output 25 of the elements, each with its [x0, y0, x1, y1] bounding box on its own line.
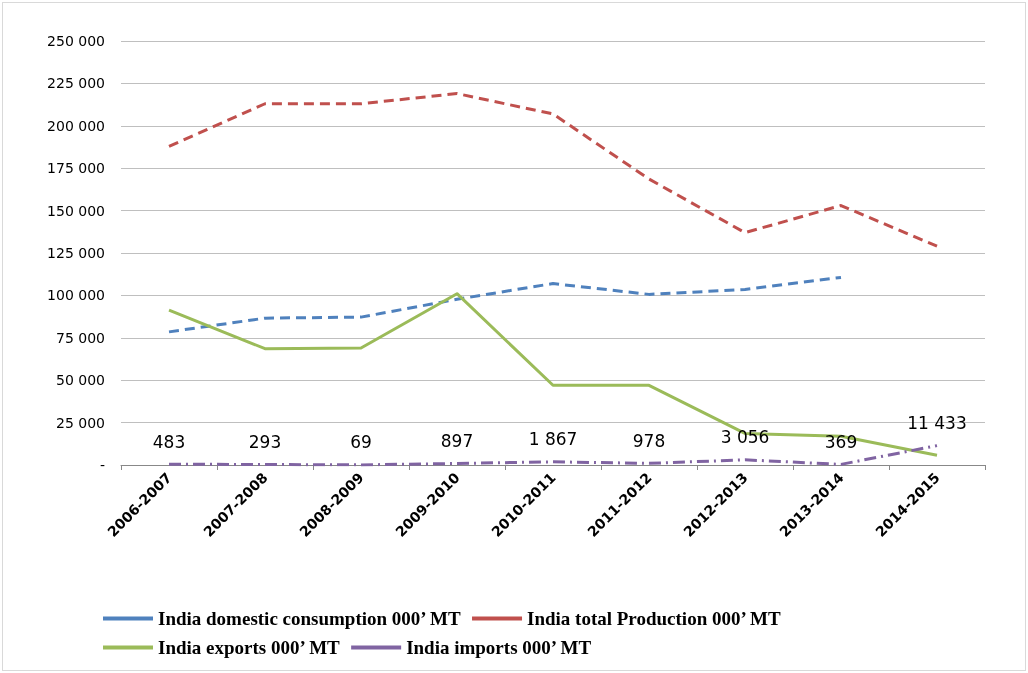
- data-label: 897: [440, 430, 474, 451]
- legend-label: India total Production 000’ MT: [527, 608, 782, 629]
- y-tick-label: 50 000: [56, 372, 105, 389]
- data-label: 1 867: [528, 429, 578, 450]
- y-tick-label: 150 000: [47, 202, 105, 219]
- y-tick-label: 125 000: [47, 245, 105, 261]
- y-tick-label: 225 000: [47, 75, 105, 92]
- data-label: 483: [152, 431, 186, 452]
- data-label: 11 433: [907, 413, 967, 434]
- y-tick-label: 250 000: [47, 33, 105, 49]
- data-label: 69: [350, 432, 372, 453]
- y-tick-label: 25 000: [56, 414, 105, 431]
- y-tick-label: 75 000: [56, 329, 105, 346]
- y-tick-label: 175 000: [47, 160, 105, 177]
- legend-label: India imports 000’ MT: [406, 637, 592, 658]
- y-tick-label: 100 000: [47, 287, 105, 304]
- data-label: 978: [632, 430, 666, 451]
- data-label: 369: [824, 431, 858, 452]
- line-series: [167, 92, 939, 248]
- legend-label: India exports 000’ MT: [158, 637, 341, 658]
- data-label: 293: [248, 432, 282, 452]
- y-tick-label: 200 000: [47, 117, 105, 134]
- line-series: [167, 275, 843, 334]
- legend-label: India domestic consumption 000’ MT: [158, 608, 461, 629]
- y-tick-label: -: [99, 457, 105, 473]
